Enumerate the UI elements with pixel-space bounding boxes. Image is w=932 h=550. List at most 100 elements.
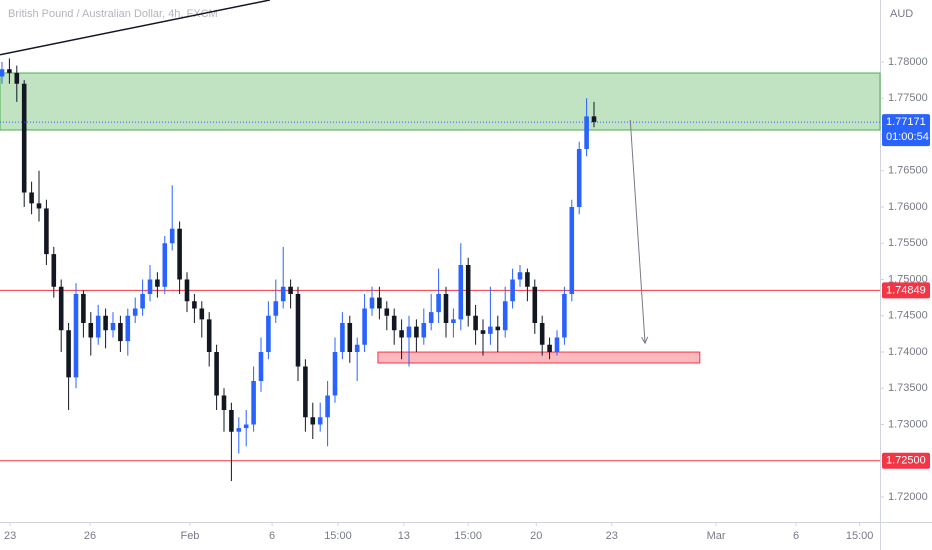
candle-body (517, 272, 523, 280)
candle-body (369, 297, 375, 309)
candle-body (584, 116, 589, 149)
y-tick-label: 1.75500 (888, 237, 928, 249)
candle-body (495, 326, 501, 331)
candle-body (391, 315, 397, 331)
candle-body (273, 301, 279, 316)
candle-body (169, 228, 175, 244)
candle-body (36, 203, 42, 209)
candle-body (317, 417, 323, 425)
candle-body (502, 301, 508, 331)
candle-body (347, 322, 353, 352)
candle-body (465, 264, 471, 316)
candle-body (325, 395, 330, 418)
candle-body (354, 344, 360, 352)
x-tick-label: 13 (398, 530, 410, 542)
x-tick-label: 15:00 (846, 530, 874, 542)
candle-body (399, 330, 404, 338)
candle-body (303, 366, 308, 418)
x-tick-label: Feb (180, 530, 199, 542)
candle-body (206, 319, 212, 352)
candle-body (7, 69, 12, 73)
y-tick-label: 1.77500 (888, 92, 928, 104)
candle-body (539, 322, 545, 345)
y-tick-label: 1.76500 (888, 165, 928, 177)
zone (0, 72, 881, 131)
candle-body (44, 208, 49, 255)
candle-body (110, 322, 116, 331)
candle-body (332, 351, 338, 396)
candle-body (473, 315, 478, 331)
candle-body (103, 315, 108, 331)
trendline (0, 0, 271, 56)
candle-body (436, 293, 441, 313)
candle-body (214, 351, 219, 396)
candle-body (258, 351, 264, 381)
candle-body (280, 286, 286, 302)
candle-body (0, 69, 5, 77)
candle-body (547, 344, 552, 352)
candle-body (532, 286, 538, 323)
y-tick-label: 1.74500 (888, 310, 928, 322)
candle-body (451, 319, 456, 323)
arrow-head (641, 336, 649, 345)
candle-body (192, 301, 197, 309)
currency-label: AUD (890, 8, 913, 20)
candle-body (443, 293, 449, 323)
candle-body (184, 279, 190, 302)
candle-body (236, 428, 242, 432)
candle-body (155, 279, 160, 287)
candle-body (81, 293, 86, 323)
last-price-label: 1.77171 (886, 116, 926, 128)
candle-body (414, 326, 419, 338)
candle-body (66, 330, 71, 378)
level-label: 1.74849 (886, 284, 926, 296)
candle-body (177, 228, 182, 280)
level-tag (882, 282, 930, 299)
candle-body (480, 330, 486, 334)
candle-body (406, 326, 412, 338)
candle-body (562, 293, 567, 338)
y-tick-label: 1.75000 (888, 273, 928, 285)
x-tick-label: 26 (84, 530, 96, 542)
candle-body (21, 83, 27, 193)
x-tick-label: 23 (606, 530, 618, 542)
candle-body (51, 254, 57, 287)
candle-body (58, 286, 64, 331)
x-tick-label: 15:00 (454, 530, 482, 542)
candle-body (428, 312, 434, 323)
candle-body (266, 315, 271, 352)
candle-body (340, 322, 345, 352)
candle-body (384, 308, 390, 316)
candle-body (251, 380, 256, 425)
candle-body (29, 192, 34, 204)
candle-body (310, 417, 316, 425)
candle-body (243, 424, 249, 429)
x-tick-label: 20 (530, 530, 542, 542)
candle-body (288, 286, 293, 294)
candle-body (591, 116, 597, 123)
candle-body (125, 315, 131, 342)
candle-body (576, 148, 582, 207)
candle-body (199, 308, 205, 320)
level-label: 1.72500 (886, 455, 926, 467)
candle-body (73, 293, 79, 378)
candle-body (132, 308, 138, 316)
chart-title: British Pound / Australian Dollar, 4h, F… (8, 8, 218, 20)
candle-body (377, 297, 382, 309)
candle-body (221, 395, 227, 410)
candle-body (295, 293, 301, 367)
zone (377, 351, 701, 364)
candle-body (88, 322, 94, 338)
candle-body (118, 322, 123, 342)
countdown-label: 01:00:54 (886, 131, 929, 143)
y-tick-label: 1.76000 (888, 201, 928, 213)
y-tick-label: 1.73000 (888, 418, 928, 430)
x-tick-label: 6 (269, 530, 275, 542)
y-tick-label: 1.78000 (888, 56, 928, 68)
y-tick-label: 1.73500 (888, 382, 928, 394)
candle-body (14, 72, 20, 84)
candle-body (458, 264, 464, 320)
y-tick-label: 1.72000 (888, 491, 928, 503)
candle-body (229, 409, 234, 432)
